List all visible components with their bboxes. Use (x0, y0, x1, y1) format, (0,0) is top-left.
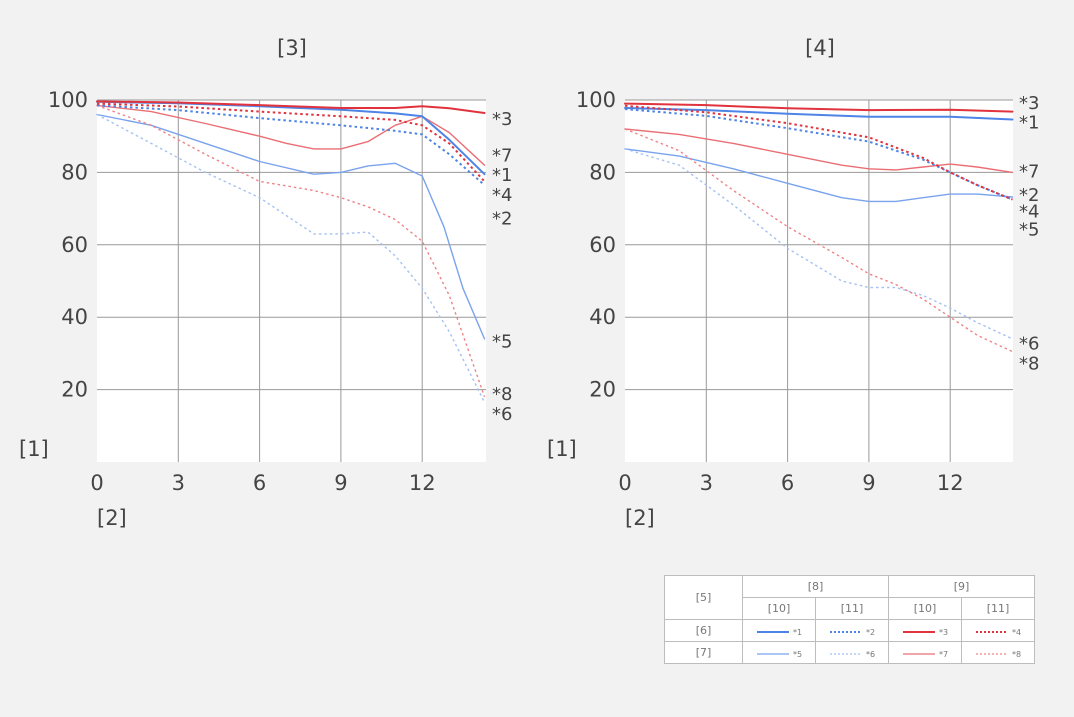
y-tick-label: 80 (589, 160, 616, 184)
legend-row: [7] *5 *6 *7 *8 (664, 641, 1035, 664)
series-end-label: *2 (1019, 185, 1039, 206)
x-tick-label: 12 (409, 471, 436, 495)
legend-entry-label: *2 (865, 627, 876, 637)
x-tick-label: 6 (781, 471, 794, 495)
legend-line-sample (756, 653, 789, 655)
y-tick-label: 60 (61, 233, 88, 257)
chart-panel: 0 3 6 9 12 20 40 60 80 100 [3] [1] [2] *3 *7*1*4 *2 *5 *8… (19, 36, 512, 530)
x-axis-label: [2] (625, 506, 655, 530)
y-tick-label: 80 (61, 160, 88, 184)
series-end-label: *6 (492, 404, 512, 425)
legend-entry: *5 (742, 641, 816, 664)
legend-line-sample (902, 653, 935, 655)
series-end-label: *1 (492, 165, 512, 186)
series-line (624, 128, 1014, 174)
legend-subheader: [11] (961, 597, 1035, 620)
legend-row: [6] *1 *2 *3 *4 (664, 619, 1035, 642)
x-tick-label: 9 (334, 471, 347, 495)
legend-line-sample (902, 631, 935, 633)
legend-entry: *2 (815, 619, 889, 642)
legend-entry-label: *3 (938, 627, 949, 637)
legend-line-sample (829, 631, 862, 633)
legend-group-header: [9] (888, 575, 1035, 598)
series-line (624, 148, 1014, 203)
x-tick-label: 9 (862, 471, 875, 495)
legend-entry-label: *5 (792, 649, 803, 659)
chart-title: [4] (805, 36, 835, 60)
legend-subheader: [10] (742, 597, 816, 620)
series-line (624, 102, 1014, 113)
series-end-label: *5 (1019, 220, 1039, 241)
series-line (96, 113, 486, 403)
series-end-label: *8 (1019, 353, 1039, 374)
x-tick-label: 6 (253, 471, 266, 495)
y-tick-label: 40 (61, 305, 88, 329)
x-axis-label: [2] (97, 506, 127, 530)
series-end-label: *4 (1019, 201, 1039, 222)
series-end-label: *6 (1019, 334, 1039, 355)
series-line (96, 104, 486, 398)
legend-entry-label: *8 (1011, 649, 1022, 659)
x-tick-label: 3 (172, 471, 185, 495)
legend-line-sample (829, 653, 862, 655)
series-end-label: *2 (492, 209, 512, 230)
series-line (624, 104, 1013, 201)
chart-panel: 0 3 6 9 12 20 40 60 80 100 [4] [1] [2] *3*1 *7*2*4*5 *6… (547, 36, 1039, 530)
legend-subheader: [11] (815, 597, 889, 620)
y-tick-label: 100 (48, 88, 88, 112)
y-tick-label: 100 (576, 88, 616, 112)
series-end-label: *3 (1019, 93, 1039, 114)
chart-title: [3] (277, 36, 307, 60)
y-axis-label: [1] (19, 437, 49, 461)
legend-entry: *1 (742, 619, 816, 642)
legend-entry-label: *4 (1011, 627, 1022, 637)
series-end-label: *8 (492, 384, 512, 405)
x-tick-label: 0 (618, 471, 631, 495)
legend-line-sample (975, 631, 1008, 633)
legend-entry-label: *7 (938, 649, 949, 659)
legend-group-header: [8] (742, 575, 889, 598)
legend-entry: *8 (961, 641, 1035, 664)
series-line (96, 100, 486, 114)
series-line (624, 107, 1014, 121)
series-line (624, 148, 1013, 340)
y-axis-label: [1] (547, 437, 577, 461)
series-line (96, 104, 486, 186)
series-end-label: *7 (492, 145, 512, 166)
legend-line-sample (975, 653, 1008, 655)
legend-subheader: [10] (888, 597, 962, 620)
legend-corner: [5] (664, 575, 743, 620)
series-end-label: *4 (492, 185, 512, 206)
legend-entry-label: *1 (792, 627, 803, 637)
x-tick-label: 3 (700, 471, 713, 495)
series-end-label: *1 (1019, 113, 1039, 134)
series-line (96, 102, 486, 183)
x-tick-label: 12 (937, 471, 964, 495)
legend-entry: *3 (888, 619, 962, 642)
y-tick-label: 60 (589, 233, 616, 257)
legend-row-label: [7] (664, 641, 743, 664)
y-tick-label: 20 (61, 378, 88, 402)
legend-line-sample (756, 631, 789, 633)
series-line (96, 113, 486, 340)
series-end-label: *5 (492, 332, 512, 353)
legend-entry: *6 (815, 641, 889, 664)
plot-area (625, 100, 1013, 462)
legend-entry-label: *6 (865, 649, 876, 659)
y-tick-label: 20 (589, 378, 616, 402)
y-tick-label: 40 (589, 305, 616, 329)
x-tick-label: 0 (90, 471, 103, 495)
legend-row-label: [6] (664, 619, 743, 642)
legend-table: [5] [8] [9] [10] [11] [10] [11] [6] *1 *… (664, 575, 1035, 664)
plot-area (97, 100, 486, 462)
series-end-label: *7 (1019, 162, 1039, 183)
legend-entry: *7 (888, 641, 962, 664)
series-end-label: *3 (492, 109, 512, 130)
legend-entry: *4 (961, 619, 1035, 642)
